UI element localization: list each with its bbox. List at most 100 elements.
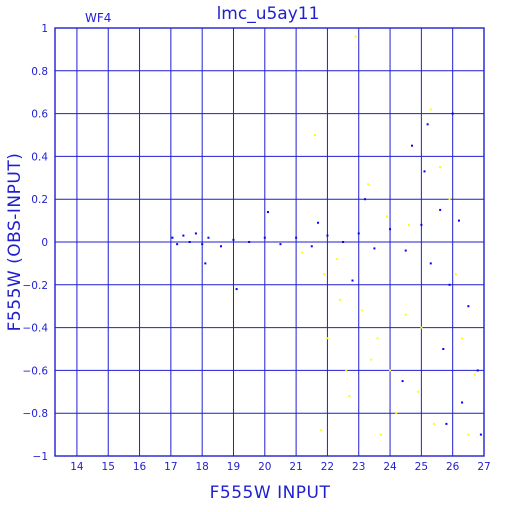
data-point [320,429,323,432]
data-point [395,412,398,415]
x-tick-label: 16 [133,461,147,473]
data-point [342,241,345,243]
data-point [385,215,388,218]
data-point [301,251,304,254]
data-point [360,309,363,312]
y-tick-label: 0.2 [31,194,48,206]
data-point [407,223,410,226]
y-tick-label: 0.8 [31,66,48,78]
x-tick-label: 25 [415,461,428,473]
data-point [338,298,341,301]
data-point [317,221,320,224]
data-point [457,219,460,222]
data-point [420,326,423,329]
y-tick-label: −0.6 [23,365,49,377]
data-point [201,243,204,246]
data-point [426,123,429,126]
y-tick-label: −1 [33,451,48,463]
data-point [310,245,313,248]
y-tick-label: −0.8 [23,408,49,420]
data-point [454,273,457,276]
data-point [376,337,379,340]
data-point [476,369,479,372]
data-point [479,433,482,436]
data-point [451,112,454,115]
data-point [313,134,316,136]
data-point [207,236,210,239]
chart-title: lmc_u5ay11 [217,4,320,24]
data-point [432,422,435,425]
x-tick-label: 18 [195,461,208,473]
y-tick-labels: −1 −0.8 −0.6 −0.4 −0.2 0 0.2 0.4 0.6 0.8 1 [23,23,49,463]
data-point [326,337,329,340]
data-point [279,243,282,246]
y-tick-label: −0.2 [23,280,49,292]
y-tick-label: 0 [41,237,48,249]
data-point [473,373,476,376]
data-point [448,283,451,286]
x-tick-label: 19 [227,461,240,473]
data-point [364,198,367,201]
data-point [429,108,432,111]
data-point [188,241,191,243]
data-point [295,236,298,239]
data-point [445,422,448,425]
data-point [379,433,382,436]
x-tick-label: 23 [352,461,365,473]
data-point [357,232,360,235]
data-point [410,144,413,147]
data-point [467,305,470,308]
x-axis-label: F555W INPUT [210,483,331,503]
data-point [389,228,392,231]
data-point [194,232,197,235]
y-tick-label: 0.6 [31,109,48,121]
data-point [439,208,442,211]
data-point [248,241,251,243]
data-point [442,348,445,350]
data-point [232,238,235,241]
data-point [404,249,407,252]
x-tick-label: 27 [477,461,490,473]
x-tick-label: 20 [258,461,271,473]
data-point [345,369,348,372]
data-point [389,369,392,372]
x-tick-label: 21 [289,461,302,473]
x-tick-label: 24 [383,461,397,473]
y-tick-label: 1 [41,23,48,35]
data-point [404,313,407,316]
x-tick-label: 15 [102,461,115,473]
data-point [171,236,174,239]
data-points [171,35,482,436]
data-point [235,288,238,291]
data-point [263,236,266,239]
data-point [176,243,179,246]
y-tick-label: −0.4 [23,323,49,335]
data-point [182,234,185,237]
x-tick-labels: 14 15 16 17 18 19 20 21 22 23 24 25 26 27 [70,461,490,473]
data-point [367,183,370,186]
y-tick-label: 0.4 [31,151,48,163]
data-point [401,380,404,383]
data-point [219,245,222,248]
plot-frame [54,27,485,457]
x-tick-label: 14 [70,461,84,473]
data-point [420,223,423,226]
data-point [351,279,354,282]
data-point [448,198,451,201]
data-point [354,35,357,38]
data-point [417,390,420,393]
data-point [461,337,464,340]
y-axis-label: F555W (OBS-INPUT) [5,153,25,332]
data-point [373,247,376,250]
data-point [370,358,373,361]
data-point [467,433,470,436]
x-tick-label: 22 [321,461,334,473]
data-point [204,262,207,265]
data-point [266,211,269,214]
grid [55,27,485,457]
data-point [429,262,432,265]
data-point [335,258,338,261]
data-point [423,170,426,173]
x-tick-label: 17 [164,461,177,473]
